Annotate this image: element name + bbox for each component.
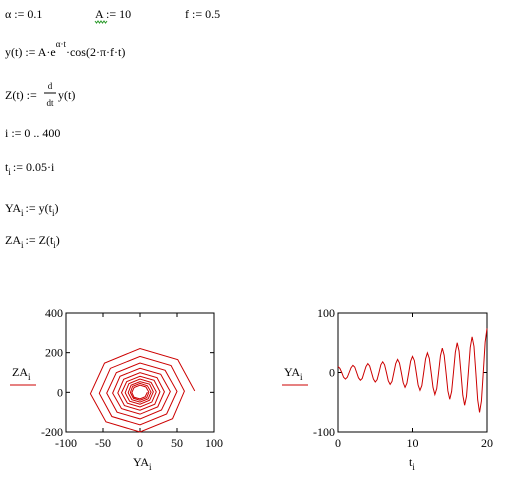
variable: t <box>5 160 9 174</box>
label-text: t <box>409 455 413 469</box>
y-tick-label: 0 <box>329 366 335 380</box>
expression: y(t) <box>58 88 75 102</box>
subscript: i <box>53 240 56 250</box>
equation: y(t) := A·eα·t·cos(2·π·f·t) <box>5 39 125 59</box>
x-tick-label: 100 <box>205 436 223 450</box>
x-tick-label: 50 <box>171 436 183 450</box>
data-line <box>89 347 196 433</box>
subscript: i <box>149 462 152 472</box>
exponent: α·t <box>56 39 67 49</box>
expression: := Z(t <box>26 233 54 247</box>
expression: ) <box>54 201 58 215</box>
y-tick-label: 100 <box>317 306 335 320</box>
label-text: ZA <box>12 365 28 379</box>
expression: ) <box>56 233 60 247</box>
equation: f := 0.5 <box>185 7 220 21</box>
subscript: i <box>412 462 415 472</box>
y-tick-label: -200 <box>41 425 63 439</box>
numerator: d <box>48 81 53 91</box>
data-line <box>337 328 488 413</box>
subscript: i <box>300 372 303 382</box>
y-tick-label: 0 <box>57 385 63 399</box>
y-tick-label: -100 <box>313 425 335 439</box>
expression: y(t) := A·e <box>5 45 56 59</box>
variable: A <box>95 7 104 21</box>
y-tick-label: 200 <box>45 346 63 360</box>
denominator: dt <box>46 98 54 108</box>
y-tick-label: 400 <box>45 306 63 320</box>
expression: := y(t <box>26 201 53 215</box>
subscript: i <box>21 240 24 250</box>
equation: Z(t) := <box>5 88 37 102</box>
expression: := 0.05·i <box>13 160 55 174</box>
equation: A := 10 <box>95 7 131 21</box>
expression: ·cos(2·π·f·t) <box>66 45 125 59</box>
warning-underline <box>94 20 108 24</box>
x-tick-label: -50 <box>95 436 111 450</box>
equation: YAi:= y(ti) <box>5 201 58 218</box>
x-tick-label: 10 <box>407 436 419 450</box>
x-tick-label: -100 <box>55 436 77 450</box>
x-axis-label: YAi <box>133 455 152 472</box>
equation: α := 0.1 <box>5 7 42 21</box>
label-text: YA <box>133 455 149 469</box>
y-axis-label: YAi <box>284 365 303 382</box>
equation: ti:= 0.05·i <box>5 160 55 177</box>
subscript: i <box>21 208 24 218</box>
x-axis-label: ti <box>409 455 415 472</box>
label-text: YA <box>284 365 300 379</box>
equation: ZAi:= Z(ti) <box>5 233 60 250</box>
expression: := 10 <box>106 7 131 21</box>
x-tick-label: 20 <box>481 436 493 450</box>
subscript: i <box>8 167 11 177</box>
subscript: i <box>28 372 31 382</box>
variable: YA <box>5 201 21 215</box>
plot-frame <box>337 312 488 433</box>
variable: ZA <box>5 233 21 247</box>
x-tick-label: 0 <box>335 436 341 450</box>
equation: i := 0 .. 400 <box>5 126 60 140</box>
x-tick-label: 0 <box>137 436 143 450</box>
y-axis-label: ZAi <box>12 365 31 382</box>
subscript: i <box>52 208 55 218</box>
